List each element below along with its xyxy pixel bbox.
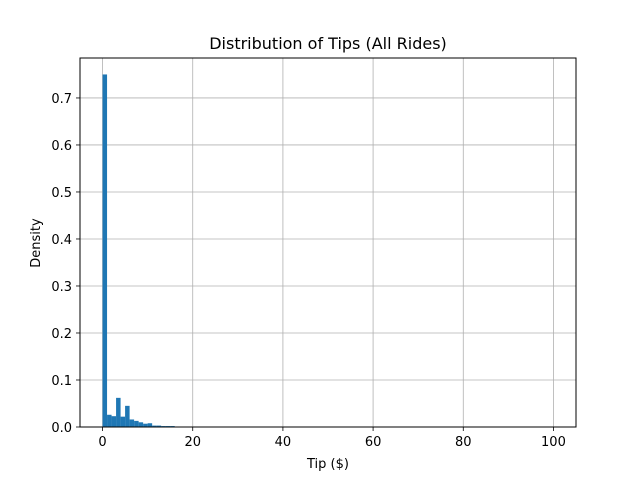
- histogram-bar: [125, 405, 130, 427]
- x-tick-label: 20: [184, 435, 201, 450]
- histogram-bar: [143, 423, 148, 427]
- histogram-bar: [120, 416, 126, 427]
- histogram-bar: [107, 414, 112, 427]
- histogram-bar: [152, 425, 157, 427]
- histogram-bar: [129, 419, 135, 427]
- y-tick-label: 0.2: [51, 327, 72, 342]
- y-tick-label: 0.7: [51, 92, 72, 107]
- histogram-bar: [111, 416, 117, 427]
- y-tick-label: 0.3: [51, 280, 72, 295]
- y-axis: 0.0 0.1 0.2 0.3 0.4 0.5 0.6 0.7: [51, 92, 80, 436]
- histogram-bar: [116, 397, 121, 427]
- chart-title: Distribution of Tips (All Rides): [209, 34, 447, 53]
- x-tick-label: 80: [455, 435, 472, 450]
- y-axis-label: Density: [29, 218, 44, 268]
- grid-lines: [80, 58, 576, 428]
- x-tick-label: 40: [275, 435, 292, 450]
- y-tick-label: 0.5: [51, 186, 72, 201]
- plot-frame: [79, 57, 577, 428]
- y-tick-label: 0.6: [51, 139, 72, 154]
- histogram-bar: [156, 425, 162, 427]
- y-tick-label: 0.1: [51, 374, 72, 389]
- histogram-bar: [134, 420, 139, 427]
- x-tick-label: 100: [541, 435, 566, 450]
- y-tick-label: 0.4: [51, 233, 72, 248]
- x-tick-label: 60: [365, 435, 382, 450]
- x-tick-label: 0: [98, 435, 106, 450]
- histogram-bar: [138, 422, 144, 427]
- histogram-bar: [102, 74, 108, 427]
- histogram-bar: [147, 423, 153, 427]
- y-tick-label: 0.0: [51, 421, 72, 436]
- x-axis-label: Tip ($): [306, 457, 349, 472]
- x-axis: 0 20 40 60 80 100: [98, 427, 566, 450]
- histogram-bars: [102, 74, 189, 427]
